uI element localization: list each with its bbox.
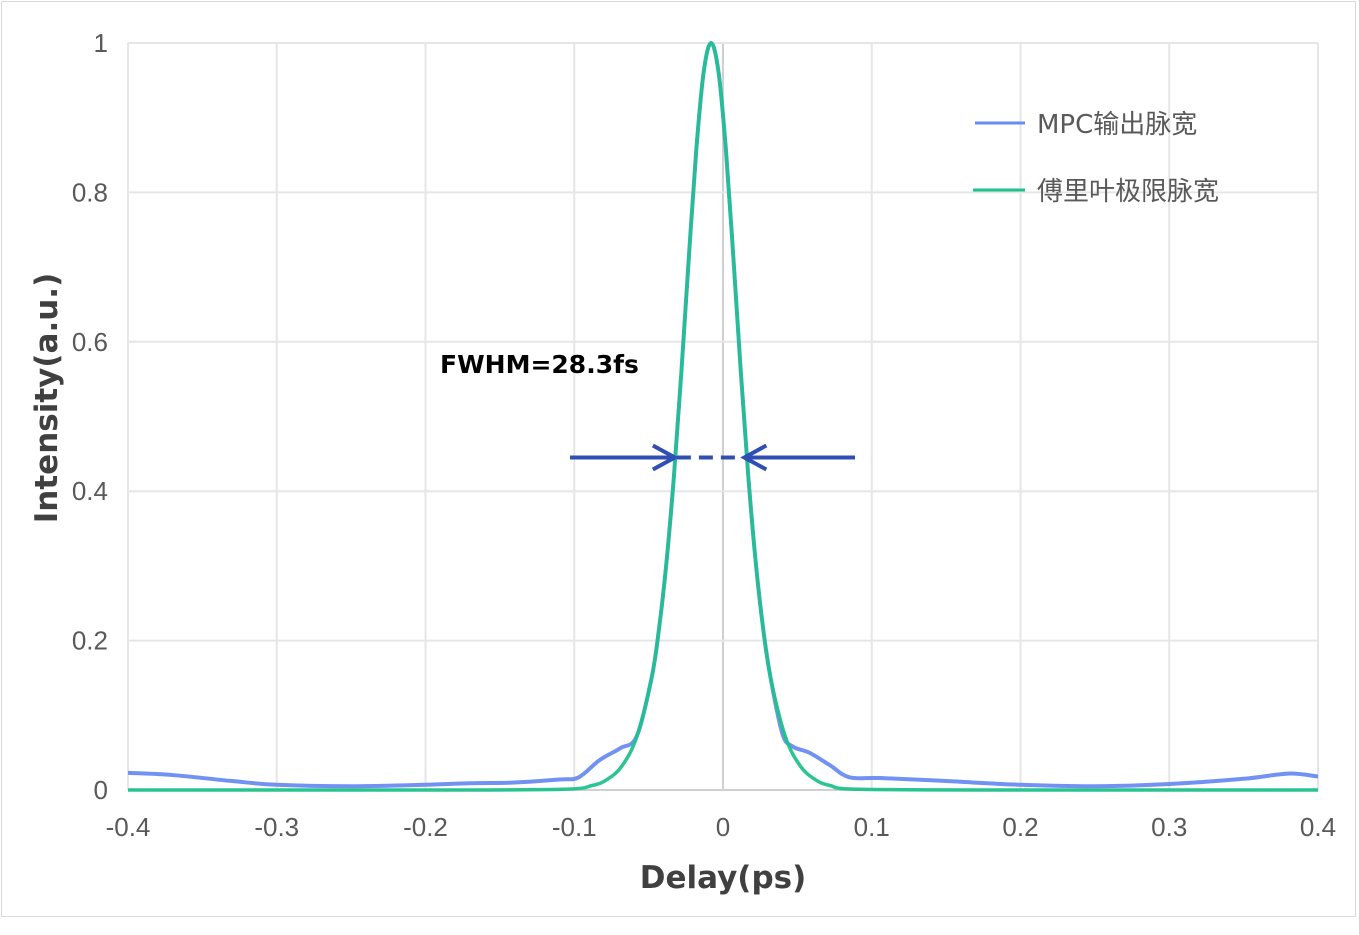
x-axis-label: Delay(ps) [640,860,807,896]
legend-label-fourier: 傅里叶极限脉宽 [1037,177,1219,207]
x-tick-label: 0.3 [1151,812,1187,842]
series-group [127,41,1319,792]
fwhm-right-arrowhead [740,443,768,472]
y-tick-label: 0 [94,775,108,805]
chart-frame [1,1,1356,917]
y-tick-label: 0.2 [72,626,108,656]
grid [127,42,1319,791]
legend-label-mpc: MPC输出脉宽 [1037,110,1197,140]
legend: MPC输出脉宽 傅里叶极限脉宽 [973,110,1219,207]
fwhm-annotation: FWHM=28.3fs [440,350,855,472]
fwhm-left-arrowhead [651,443,680,472]
series-line-fourier [127,41,1319,792]
y-tick-label: 0.8 [72,177,108,207]
y-tick-label: 1 [94,28,108,58]
y-tick-label: 0.6 [72,327,108,357]
x-tick-label: 0.4 [1300,812,1336,842]
fwhm-label: FWHM=28.3fs [440,350,639,379]
x-tick-label: -0.3 [254,812,299,842]
x-tick-label: -0.4 [106,812,151,842]
tick-labels: -0.4 -0.3 -0.2 -0.1 0 0.1 0.2 0.3 0.4 0 0.2 0.4 0.6 0… [72,28,1336,842]
y-axis-label: Intensity(a.u.) [29,273,65,524]
x-tick-label: 0 [716,812,730,842]
x-tick-label: -0.1 [552,812,597,842]
x-tick-label: 0.1 [854,812,890,842]
x-tick-label: -0.2 [403,812,448,842]
x-tick-label: 0.2 [1002,812,1038,842]
y-tick-label: 0.4 [72,476,108,506]
